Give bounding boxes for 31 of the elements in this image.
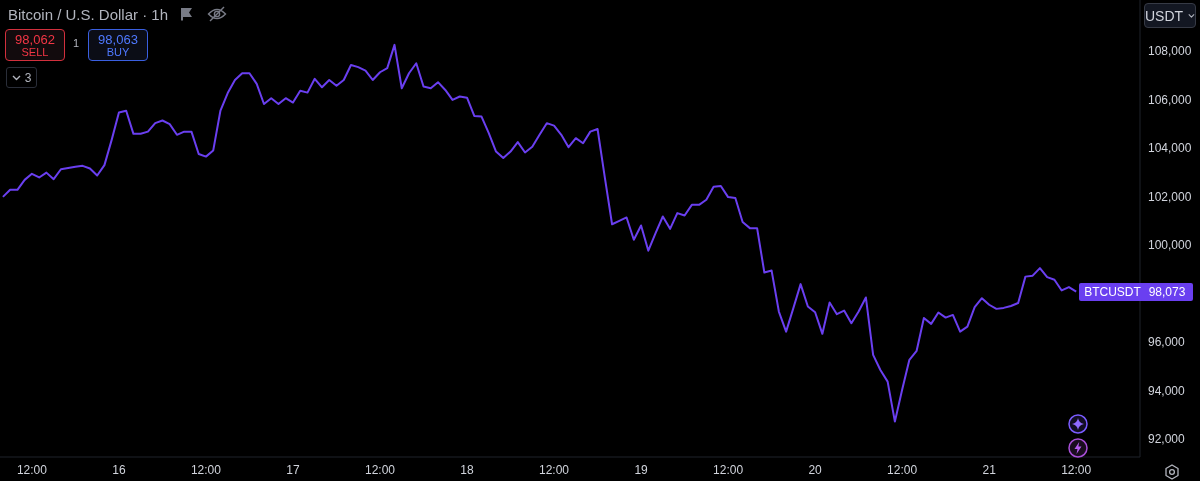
text: 98,073 — [1141, 282, 1193, 301]
y-tick-label: 104,000 — [1148, 141, 1192, 156]
legend-label: BTCUSDT — [1079, 282, 1146, 301]
y-tick-label: 96,000 — [1148, 335, 1186, 350]
x-tick-label: 12:00 — [713, 462, 744, 477]
annotation: BUY — [105, 46, 131, 59]
annotation: 98,062 — [14, 32, 56, 47]
annotation: 1 — [73, 37, 80, 49]
x-tick-label: 17 — [286, 462, 300, 477]
y-tick-label: 94,000 — [1148, 383, 1186, 398]
y-tick-label: 102,000 — [1148, 189, 1192, 204]
x-tick-label: 21 — [982, 462, 997, 477]
chart-title: Bitcoin / U.S. Dollar · 1h — [8, 5, 169, 23]
x-tick-label: 12:00 — [539, 462, 570, 477]
x-tick-label: 12:00 — [364, 462, 396, 477]
annotation: 98,063 — [97, 32, 139, 47]
y-tick-label: 100,000 — [1148, 238, 1192, 253]
x-tick-label: 19 — [634, 462, 649, 477]
x-tick-label: 12:00 — [1061, 462, 1092, 477]
annotation: 3 — [24, 70, 32, 85]
y-tick-label: 106,000 — [1148, 92, 1192, 107]
x-tick-label: 12:00 — [190, 462, 222, 477]
x-tick-label: 20 — [808, 462, 823, 477]
x-tick-label: 18 — [460, 462, 475, 477]
y-tick-label: 108,000 — [1148, 44, 1192, 59]
y-tick-label: 92,000 — [1148, 432, 1186, 447]
x-tick-label: 12:00 — [16, 462, 48, 477]
annotation: SELL — [20, 46, 50, 59]
text: USDT — [1145, 7, 1184, 24]
x-tick-label: 16 — [112, 462, 126, 477]
x-tick-label: 12:00 — [887, 462, 918, 477]
